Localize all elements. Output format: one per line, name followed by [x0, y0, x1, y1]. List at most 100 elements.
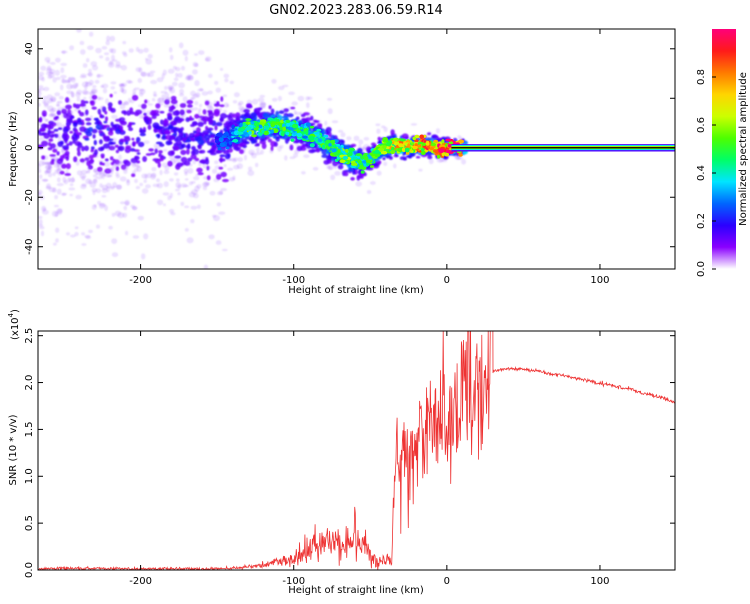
spectrogram-cell	[143, 233, 149, 240]
spectrogram-cell	[348, 167, 353, 172]
spectrogram-cell	[65, 163, 71, 170]
spectrogram-cell	[138, 67, 143, 74]
spectrogram-cell	[375, 123, 381, 127]
spectrogram-cell	[343, 171, 349, 177]
spectrogram-ridge-cell	[282, 126, 287, 132]
spectrogram-cell	[69, 193, 73, 197]
spectrogram-x-tick-label: -200	[129, 275, 152, 286]
spectrogram-cell	[239, 109, 245, 114]
spectrogram-cell	[163, 148, 168, 152]
spectrogram-ridge-cell	[245, 126, 252, 131]
spectrogram-cell	[73, 103, 77, 108]
spectrogram-cell	[214, 160, 219, 165]
snr-y-tick-label: 0.5	[24, 515, 35, 531]
spectrogram-cell	[41, 155, 46, 160]
spectrogram-cell	[180, 183, 188, 188]
spectrogram-ridge-cell	[309, 125, 315, 129]
spectrogram-cell	[38, 219, 43, 226]
spectrogram-cell	[331, 120, 339, 124]
spectrogram-cell	[143, 112, 147, 116]
spectrogram-cell	[57, 141, 64, 148]
spectrogram-cell	[217, 107, 223, 113]
spectrogram-cell	[80, 184, 87, 190]
spectrogram-cell	[122, 40, 127, 45]
spectrogram-cell	[105, 56, 110, 62]
spectrogram-cell	[271, 97, 278, 102]
spectrogram-ridge-cell	[270, 122, 276, 128]
spectrogram-cell	[66, 114, 71, 119]
spectrogram-cell	[162, 192, 170, 196]
spectrogram-cell	[81, 243, 87, 246]
spectrogram-cell	[290, 106, 296, 110]
spectrogram-cell	[79, 126, 86, 132]
spectrogram-cell	[312, 167, 319, 171]
spectrogram-cell	[84, 137, 90, 141]
spectrogram-cell	[132, 206, 137, 211]
spectrogram-cell	[152, 157, 158, 162]
spectrogram-cell	[177, 184, 182, 189]
snr-series-line	[38, 331, 675, 570]
spectrogram-cell	[401, 133, 409, 140]
spectrogram-cell	[82, 89, 88, 95]
spectrogram-cell	[104, 173, 112, 178]
spectrogram-cell	[104, 167, 109, 174]
spectrogram-cell	[61, 112, 67, 119]
spectrogram-cell	[72, 121, 78, 128]
spectrogram-cell	[159, 143, 165, 147]
spectrogram-cell	[186, 99, 194, 105]
spectrogram-cell	[41, 140, 48, 147]
spectrogram-cell	[255, 162, 259, 168]
spectrogram-cell	[194, 80, 200, 87]
spectrogram-cell	[52, 77, 57, 83]
spectrogram-cell	[229, 111, 235, 116]
spectrogram-cell	[47, 172, 53, 178]
spectrogram-cell	[124, 137, 131, 142]
spectrogram-cell	[108, 141, 114, 146]
spectrogram-cell	[57, 136, 62, 143]
spectrogram-ridge-cell	[420, 147, 425, 152]
spectrogram-cell	[168, 47, 173, 53]
spectrogram-cell	[278, 85, 285, 91]
spectrogram-cell	[92, 85, 97, 89]
spectrogram-cell	[141, 253, 146, 260]
spectrogram-ridge-cell	[410, 142, 415, 145]
spectrogram-cell	[175, 146, 180, 151]
spectrogram-ridge-cell	[360, 155, 365, 160]
spectrogram-cell	[134, 155, 140, 161]
spectrogram-cell	[64, 173, 71, 176]
spectrogram-cell	[216, 173, 222, 180]
spectrogram-cell	[180, 126, 184, 131]
spectrogram-cell	[163, 103, 169, 108]
spectrogram-ridge-cell	[325, 139, 332, 144]
spectrogram-ridge-cell	[399, 138, 406, 142]
spectrogram-cell	[80, 169, 88, 175]
spectrogram-cell	[164, 86, 168, 90]
spectrogram-cell	[42, 209, 49, 215]
spectrogram-ridge-cell	[242, 122, 246, 127]
spectrogram-cell	[216, 172, 224, 175]
spectrogram-cell	[72, 138, 78, 142]
spectrogram-cell	[59, 84, 64, 91]
spectrogram-cell	[195, 92, 201, 98]
spectrogram-cell	[285, 137, 289, 144]
spectrogram-ridge-cell	[245, 118, 252, 121]
spectrogram-cell	[103, 143, 110, 149]
spectrogram-cell	[330, 174, 336, 181]
snr-x-tick-label: 0	[444, 576, 450, 587]
spectrogram-cell	[202, 182, 209, 188]
spectrogram-cell	[456, 156, 463, 161]
spectrogram-cell	[61, 106, 69, 112]
spectrogram-cell	[205, 56, 212, 62]
snr-y-multiplier-exp: 4	[7, 312, 15, 317]
spectrogram-cell	[220, 187, 227, 192]
spectrogram-ridge-cell	[397, 147, 403, 153]
spectrogram-cell	[61, 163, 67, 169]
spectrogram-cell	[145, 184, 151, 189]
spectrogram-cell	[236, 146, 241, 150]
spectrogram-cell	[113, 91, 118, 94]
spectrogram-cell	[169, 208, 175, 214]
spectrogram-cell	[115, 149, 120, 154]
snr-x-tick-label: 100	[590, 576, 609, 587]
spectrogram-cell	[101, 83, 109, 89]
